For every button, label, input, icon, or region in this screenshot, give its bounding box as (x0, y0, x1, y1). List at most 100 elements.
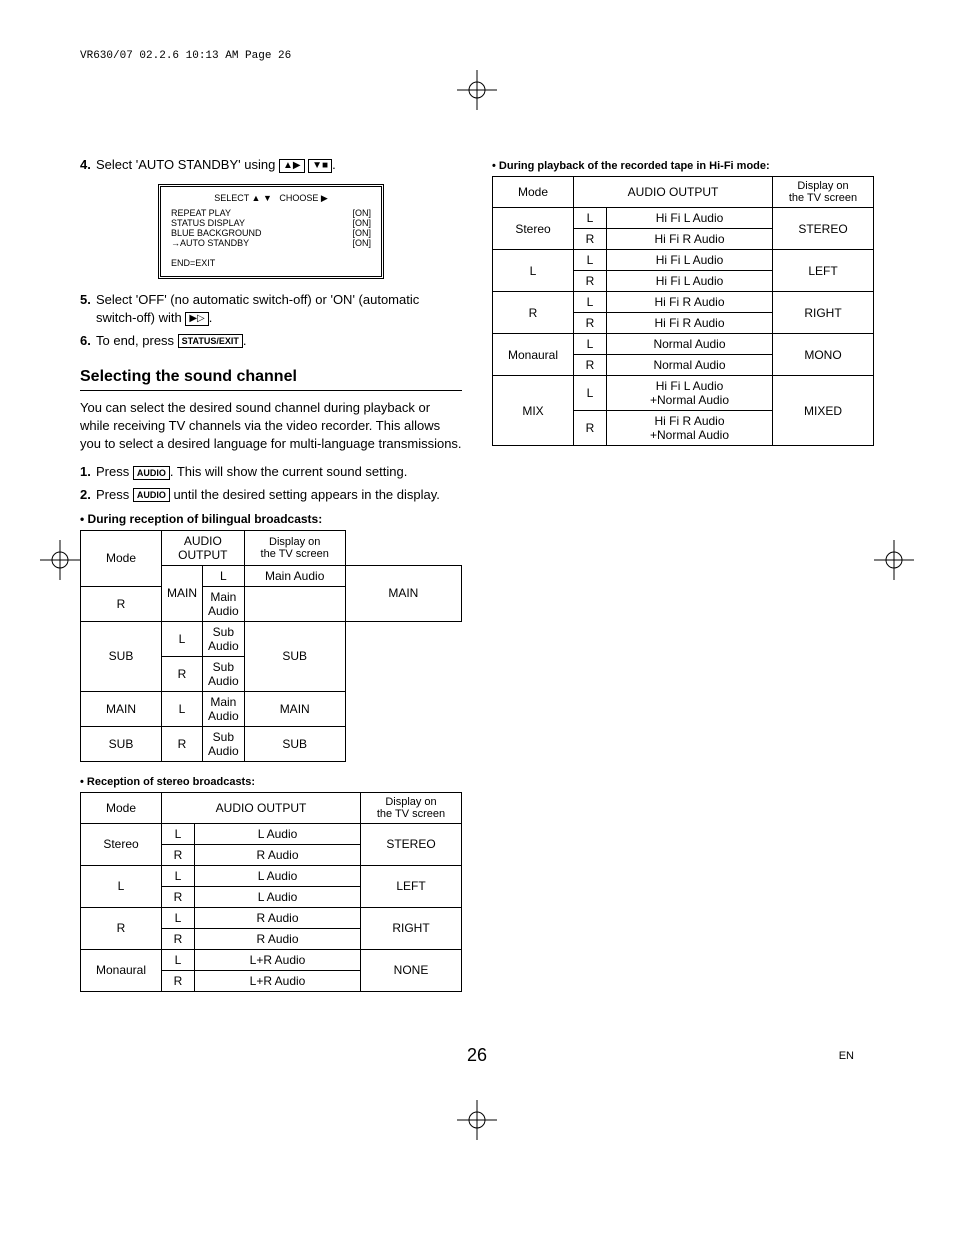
cell: R (574, 411, 607, 446)
cell: Main Audio (203, 586, 245, 621)
cell: R (162, 844, 195, 865)
cell: MIXED (773, 376, 874, 446)
cell: Stereo (81, 823, 162, 865)
th-display: Display onthe TV screen (773, 177, 874, 208)
osd-preview: SELECT ▲ ▼ CHOOSE ▶ REPEAT PLAY[ON] STAT… (158, 184, 384, 279)
page-number: 26 (467, 1045, 487, 1066)
cell: L (574, 208, 607, 229)
th-display: Display onthe TV screen (244, 530, 345, 565)
print-header: VR630/07 02.2.6 10:13 AM Page 26 (80, 50, 874, 62)
th-mode: Mode (81, 530, 162, 586)
audio-button-icon: AUDIO (133, 466, 170, 480)
right-column: • During playback of the recorded tape i… (492, 152, 874, 1006)
step-6: 6. To end, press STATUS/EXIT. (80, 332, 462, 350)
step-number: 4. (80, 156, 96, 174)
table2-title: • Reception of stereo broadcasts: (80, 776, 462, 788)
step-5: 5. Select 'OFF' (no automatic switch-off… (80, 291, 462, 327)
cell: L (574, 250, 607, 271)
cell: Hi Fi R Audio (607, 313, 773, 334)
osd-value: [ON] (352, 218, 371, 228)
cell: MIX (493, 376, 574, 446)
text: SELECT (214, 193, 249, 203)
cell: L (162, 907, 195, 928)
cell: R (162, 656, 203, 691)
cell: L (162, 865, 195, 886)
osd-label: BLUE BACKGROUND (171, 228, 352, 238)
step-number: 6. (80, 332, 96, 350)
text: Press (96, 487, 133, 502)
step-number: 1. (80, 463, 96, 481)
cell: MAIN (81, 691, 162, 726)
text: CHOOSE (279, 193, 318, 203)
cell: R (574, 313, 607, 334)
cell: SUB (244, 726, 345, 761)
cell: Hi Fi R Audio+Normal Audio (607, 411, 773, 446)
status-exit-button-icon: STATUS/EXIT (178, 334, 243, 348)
cell: Hi Fi L Audio (607, 208, 773, 229)
cell: SUB (244, 621, 345, 691)
cell: STEREO (773, 208, 874, 250)
cell: MAIN (162, 565, 203, 621)
text: To end, press (96, 333, 178, 348)
cell: R (162, 970, 195, 991)
page: VR630/07 02.2.6 10:13 AM Page 26 4. Sele… (0, 0, 954, 1235)
cell: L (574, 376, 607, 411)
cell: SUB (81, 726, 162, 761)
cell: L (203, 565, 245, 586)
cell: SUB (81, 621, 162, 691)
osd-label: STATUS DISPLAY (171, 218, 352, 228)
cell: LEFT (773, 250, 874, 292)
cell: L (162, 691, 203, 726)
cell: Normal Audio (607, 355, 773, 376)
cell: L (574, 334, 607, 355)
content-area: 4. Select 'AUTO STANDBY' using ▲▶ ▼■. SE… (80, 152, 874, 1006)
cell: Hi Fi L Audio (607, 271, 773, 292)
cell: Hi Fi L Audio (607, 250, 773, 271)
section-title: Selecting the sound channel (80, 368, 462, 391)
cell: LEFT (361, 865, 462, 907)
cell: R (162, 726, 203, 761)
cell: Sub Audio (203, 656, 245, 691)
cell: L+R Audio (195, 949, 361, 970)
text: . (243, 333, 247, 348)
cell: R (81, 907, 162, 949)
cell: Main Audio (203, 691, 245, 726)
table-hifi: Mode AUDIO OUTPUT Display onthe TV scree… (492, 176, 874, 446)
text: Press (96, 464, 133, 479)
cell: L (162, 621, 203, 656)
table3-title: • During playback of the recorded tape i… (492, 160, 874, 172)
cell: R (574, 271, 607, 292)
cell: R (81, 586, 162, 621)
osd-title: SELECT ▲ ▼ CHOOSE ▶ (171, 193, 371, 204)
cell: Sub Audio (203, 621, 245, 656)
th-display: Display onthe TV screen (361, 792, 462, 823)
step-number: 2. (80, 486, 96, 504)
cell: Hi Fi L Audio+Normal Audio (607, 376, 773, 411)
section-paragraph: You can select the desired sound channel… (80, 399, 462, 454)
cell: L Audio (195, 823, 361, 844)
cell: NONE (361, 949, 462, 991)
play-ff-icon: ▶▷ (185, 312, 208, 326)
cell: L+R Audio (195, 970, 361, 991)
cell: Sub Audio (203, 726, 245, 761)
th-output: AUDIO OUTPUT (162, 530, 245, 565)
cell: R (162, 886, 195, 907)
step-sound-2: 2. Press AUDIO until the desired setting… (80, 486, 462, 504)
down-stop-icon: ▼■ (308, 159, 332, 173)
table-bilingual: Mode AUDIO OUTPUT Display onthe TV scree… (80, 530, 462, 762)
cell: L (162, 823, 195, 844)
cell: R (493, 292, 574, 334)
step-4: 4. Select 'AUTO STANDBY' using ▲▶ ▼■. (80, 156, 462, 174)
step-sound-1: 1. Press AUDIO. This will show the curre… (80, 463, 462, 481)
up-play-icon: ▲▶ (279, 159, 305, 173)
osd-value: [ON] (352, 208, 371, 218)
cell: R (574, 355, 607, 376)
step-text: Press AUDIO until the desired setting ap… (96, 486, 462, 504)
cell: R Audio (195, 907, 361, 928)
step-text: Select 'AUTO STANDBY' using ▲▶ ▼■. (96, 156, 462, 174)
cell: Stereo (493, 208, 574, 250)
cell: L Audio (195, 865, 361, 886)
osd-end: END=EXIT (171, 258, 371, 268)
text: . This will show the current sound setti… (170, 464, 408, 479)
cell: Monaural (81, 949, 162, 991)
